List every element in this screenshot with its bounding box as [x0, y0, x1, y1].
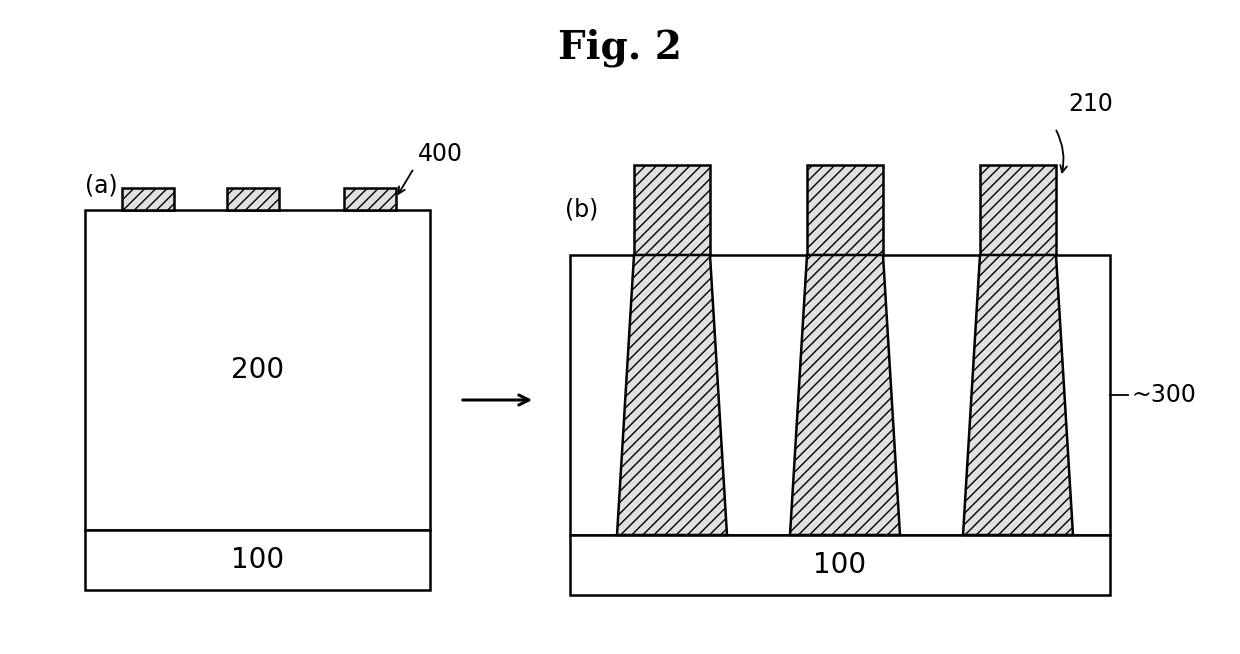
- Text: Fig. 2: Fig. 2: [558, 29, 682, 67]
- Polygon shape: [963, 255, 1073, 535]
- Bar: [570, 535, 1110, 595]
- Bar: [634, 165, 711, 255]
- Text: (b): (b): [565, 198, 598, 222]
- Text: (a): (a): [86, 173, 118, 197]
- Text: 210: 210: [1068, 92, 1112, 116]
- Polygon shape: [618, 255, 727, 535]
- Text: 100: 100: [231, 546, 284, 574]
- Bar: [122, 188, 174, 210]
- Bar: [227, 188, 279, 210]
- Text: 100: 100: [813, 551, 867, 579]
- Text: 200: 200: [231, 356, 284, 384]
- Polygon shape: [790, 255, 900, 535]
- Bar: [570, 255, 1110, 535]
- Bar: [980, 165, 1056, 255]
- Text: ~300: ~300: [1132, 383, 1197, 407]
- Bar: [807, 165, 883, 255]
- Bar: [343, 188, 396, 210]
- Bar: [86, 530, 430, 590]
- Text: 400: 400: [418, 142, 463, 166]
- Bar: [86, 210, 430, 530]
